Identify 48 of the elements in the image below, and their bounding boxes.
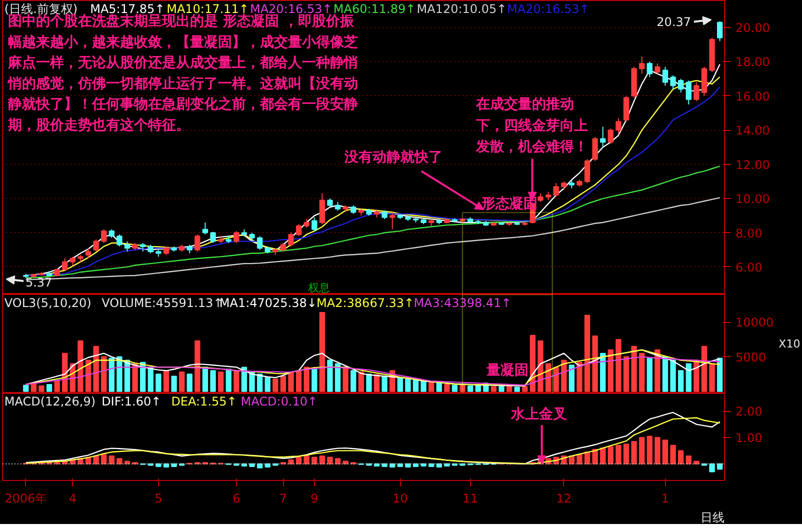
text: DEA:1.55↑ [171,394,237,408]
x-tick-label: 10 [392,492,408,506]
annotation: 量凝固 [485,362,528,379]
y-tick-label: 8.00 [736,226,762,240]
y-tick-label: 10.00 [736,192,770,206]
y-tick-label: 10000 [736,316,774,330]
annotation: 权息 [307,281,330,294]
annotation: 形态凝固 [480,196,538,212]
x-tick-label: 9 [310,492,318,506]
annotation: 20.37 [656,15,692,30]
y-tick-label: 12.00 [736,158,770,172]
annotation: 下，四线金芽向上 [474,118,588,134]
annotation: MACD:0.10↑ [240,394,318,408]
text: MA120:10.05↑ [416,2,507,16]
text: MA2:38667.33↑ [316,296,414,310]
x-tick-label: 5 [154,492,162,506]
x-tick-label: 6 [232,492,240,506]
x-tick-label: 12 [556,492,572,506]
y-tick-label: 18.00 [736,55,770,70]
chart-title: VOL3(5,10,20) [4,296,92,310]
annotation: 期，股价走势也有这个特征。 [7,116,190,134]
y-tick-label: 1.00 [736,431,762,446]
x-tick-label: 11 [462,492,478,506]
annotation: 没有动静就快了 [344,150,443,166]
y-tick-label: 14.00 [736,124,770,138]
annotation: 5.37 [25,275,52,290]
chart-title: MACD(12,26,9) [4,394,96,408]
y-tick-label: 5000 [736,350,766,364]
y-axis-title: X10 [778,338,800,350]
text: MA20:16.53↑ [507,2,590,16]
annotation: 水上金叉 [510,406,567,423]
x-tick-label: 2006年 [4,492,48,506]
x-axis-title: 日线 [700,510,724,524]
annotation: 麻点一样，无论从股价还是从成交量上，都给人一种静悄 [7,54,358,72]
y-tick-label: 6.00 [736,260,762,274]
x-tick-label: 4 [68,492,76,506]
x-tick-label: 7 [279,492,288,506]
y-tick-label: 2.00 [736,404,762,419]
annotation: 在成交量的推动 [474,96,574,113]
text: DIF:1.60↑ [102,394,162,408]
annotation: 幅越来越小，越来越收敛，【量凝固】，成交量小得像芝 [8,33,358,50]
annotation: 发散，机会难得！ [474,139,588,156]
x-tick-label: 1 [661,492,670,506]
y-tick-label: 20.00 [736,21,770,36]
annotation: 悄的感觉，仿佛一切都停止运行了一样。这就叫【没有动 [7,74,358,92]
y-tick-label: 16.00 [736,89,770,104]
text: MA3:43398.41↑ [414,296,512,310]
annotation: 静就快了】！任何事物在急剧变化之前，都会有一段安静 [7,96,358,113]
